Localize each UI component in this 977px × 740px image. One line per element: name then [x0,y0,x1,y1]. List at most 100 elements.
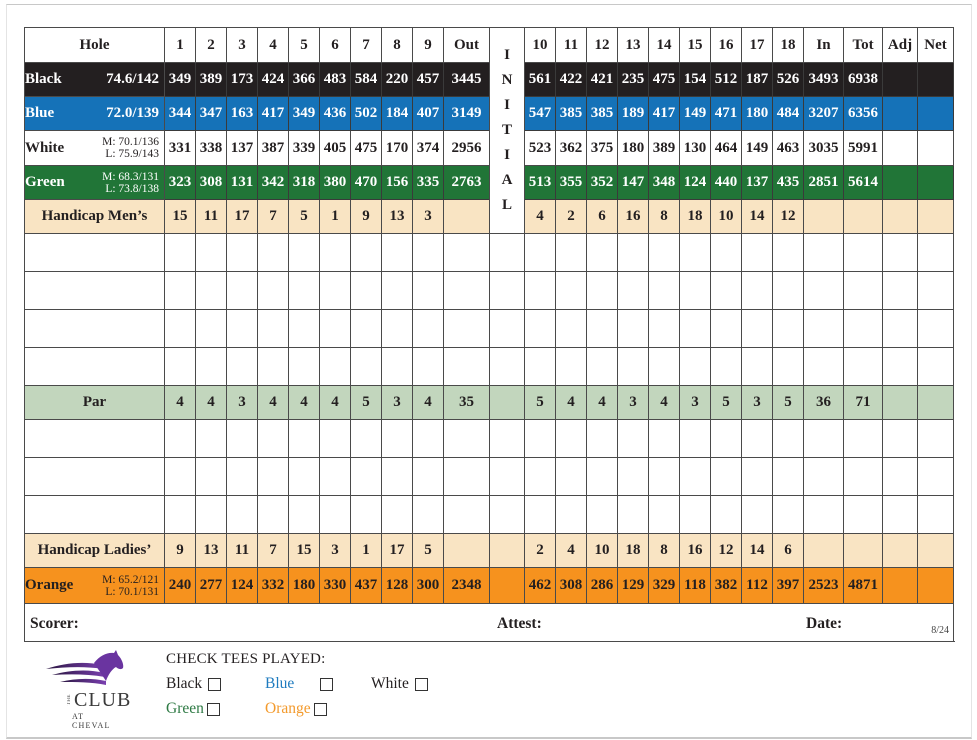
player-name-field[interactable] [24,419,165,458]
score-entry-cell[interactable] [917,495,954,534]
score-entry-cell[interactable] [617,233,649,272]
score-entry-cell[interactable] [917,271,954,310]
score-entry-cell[interactable] [741,271,773,310]
score-entry-cell[interactable] [350,457,382,496]
score-entry-cell[interactable] [555,271,587,310]
score-entry-cell[interactable] [882,419,918,458]
score-entry-cell[interactable] [772,347,804,386]
player-name-field[interactable] [24,271,165,310]
score-entry-cell[interactable] [381,347,413,386]
score-entry-cell[interactable] [350,495,382,534]
score-entry-cell[interactable] [843,309,883,348]
score-entry-cell[interactable] [164,457,196,496]
score-entry-cell[interactable] [257,233,289,272]
score-entry-cell[interactable] [843,495,883,534]
score-entry-cell[interactable] [412,271,444,310]
score-entry-cell[interactable] [489,457,525,496]
score-entry-cell[interactable] [226,347,258,386]
score-entry-cell[interactable] [524,419,556,458]
score-entry-cell[interactable] [164,233,196,272]
score-entry-cell[interactable] [617,271,649,310]
score-entry-cell[interactable] [443,347,490,386]
score-entry-cell[interactable] [648,309,680,348]
score-entry-cell[interactable] [617,309,649,348]
score-entry-cell[interactable] [257,495,289,534]
tee-option-blue[interactable]: Blue [265,675,333,693]
score-entry-cell[interactable] [164,419,196,458]
score-entry-cell[interactable] [524,457,556,496]
score-entry-cell[interactable] [586,495,618,534]
score-entry-cell[interactable] [617,495,649,534]
score-entry-cell[interactable] [917,347,954,386]
score-entry-cell[interactable] [288,271,320,310]
score-entry-cell[interactable] [195,419,227,458]
net-cell[interactable] [917,62,954,97]
score-entry-cell[interactable] [443,271,490,310]
score-entry-cell[interactable] [319,419,351,458]
score-entry-cell[interactable] [412,419,444,458]
score-entry-cell[interactable] [882,495,918,534]
score-entry-cell[interactable] [772,309,804,348]
player-name-field[interactable] [24,233,165,272]
score-entry-cell[interactable] [917,457,954,496]
net-cell[interactable] [917,567,954,604]
player-name-field[interactable] [24,457,165,496]
score-entry-cell[interactable] [288,233,320,272]
adj-cell[interactable] [882,165,918,200]
adj-cell[interactable] [882,130,918,166]
score-entry-cell[interactable] [803,309,844,348]
net-cell[interactable] [917,96,954,131]
score-entry-cell[interactable] [489,495,525,534]
score-entry-cell[interactable] [288,309,320,348]
score-entry-cell[interactable] [586,271,618,310]
score-entry-cell[interactable] [843,419,883,458]
score-entry-cell[interactable] [679,419,711,458]
score-entry-cell[interactable] [803,457,844,496]
score-entry-cell[interactable] [772,271,804,310]
score-entry-cell[interactable] [226,495,258,534]
score-entry-cell[interactable] [381,495,413,534]
score-entry-cell[interactable] [803,347,844,386]
score-entry-cell[interactable] [772,457,804,496]
score-entry-cell[interactable] [381,419,413,458]
score-entry-cell[interactable] [226,309,258,348]
score-entry-cell[interactable] [226,233,258,272]
score-entry-cell[interactable] [679,309,711,348]
score-entry-cell[interactable] [381,457,413,496]
score-entry-cell[interactable] [710,419,742,458]
score-entry-cell[interactable] [195,233,227,272]
score-entry-cell[interactable] [917,309,954,348]
score-entry-cell[interactable] [226,271,258,310]
score-entry-cell[interactable] [524,347,556,386]
score-entry-cell[interactable] [555,457,587,496]
score-entry-cell[interactable] [288,419,320,458]
checkbox-black[interactable] [208,677,222,691]
score-entry-cell[interactable] [412,457,444,496]
initial-cell[interactable] [489,567,525,604]
initial-cell[interactable] [489,385,525,420]
date-field-label[interactable]: Date: [806,615,843,632]
tee-option-green[interactable]: Green [166,700,220,718]
score-entry-cell[interactable] [257,309,289,348]
score-entry-cell[interactable] [350,233,382,272]
score-entry-cell[interactable] [489,233,525,272]
score-entry-cell[interactable] [412,347,444,386]
score-entry-cell[interactable] [524,309,556,348]
tee-option-black[interactable]: Black [166,675,222,693]
score-entry-cell[interactable] [443,495,490,534]
adj-cell[interactable] [882,96,918,131]
score-entry-cell[interactable] [648,495,680,534]
player-name-field[interactable] [24,309,165,348]
player-name-field[interactable] [24,347,165,386]
score-entry-cell[interactable] [319,233,351,272]
score-entry-cell[interactable] [586,347,618,386]
score-entry-cell[interactable] [412,233,444,272]
score-entry-cell[interactable] [710,233,742,272]
score-entry-cell[interactable] [882,457,918,496]
score-entry-cell[interactable] [772,233,804,272]
score-entry-cell[interactable] [710,457,742,496]
score-entry-cell[interactable] [195,495,227,534]
score-entry-cell[interactable] [772,419,804,458]
score-entry-cell[interactable] [489,347,525,386]
net-cell[interactable] [917,165,954,200]
